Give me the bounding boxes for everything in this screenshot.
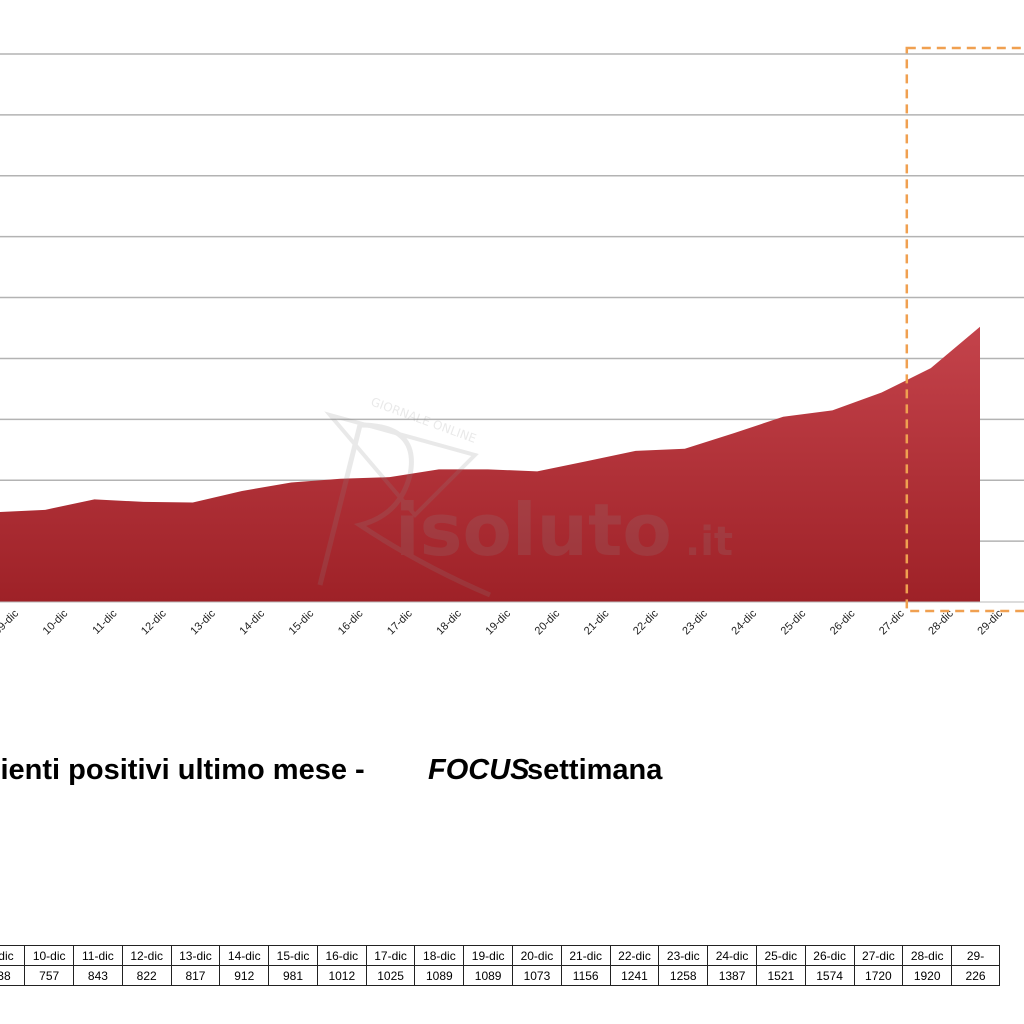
table-header-cell: 24-dic bbox=[707, 945, 757, 966]
table-header-cell: 11-dic bbox=[73, 945, 123, 966]
table-header-cell: 25-dic bbox=[755, 945, 806, 966]
table-header-row: 9-dic10-dic11-dic12-dic13-dic14-dic15-di… bbox=[0, 945, 1000, 966]
table-value-cell: 1073 bbox=[512, 965, 562, 986]
table-header-cell: 20-dic bbox=[512, 945, 562, 966]
x-tick-label: 10-dic bbox=[41, 607, 71, 637]
table-value-cell: 1156 bbox=[560, 965, 611, 986]
x-tick-label: 19-dic bbox=[483, 607, 513, 637]
table-header-cell: 18-dic bbox=[414, 945, 465, 966]
table-header-cell: 28-dic bbox=[902, 945, 953, 966]
data-table: 9-dic10-dic11-dic12-dic13-dic14-dic15-di… bbox=[0, 945, 1000, 986]
gridlines bbox=[0, 53, 1024, 542]
x-tick-label: 13-dic bbox=[188, 607, 218, 637]
x-tick-label: 18-dic bbox=[434, 607, 464, 637]
chart-title-part-3: settimana bbox=[527, 754, 663, 786]
x-tick-label: 25-dic bbox=[779, 607, 809, 637]
x-tick-label: 23-dic bbox=[680, 607, 710, 637]
table-header-cell: 14-dic bbox=[219, 945, 270, 966]
table-value-cell: 1387 bbox=[707, 965, 757, 986]
focus-highlight-box bbox=[905, 46, 1024, 613]
table-value-cell: 1521 bbox=[755, 965, 806, 986]
x-tick-label: 21-dic bbox=[582, 607, 612, 637]
x-tick-label: 09-dic bbox=[0, 607, 21, 637]
chart-area: 09-dic 10-dic 11-dic 12-dic 13-dic 14-dic 15-d… bbox=[0, 46, 1024, 637]
chart-title-part-1: zienti positivi ultimo mese - bbox=[0, 754, 365, 786]
table-value-cell: 1720 bbox=[853, 965, 904, 986]
table-header-cell: 16-dic bbox=[316, 945, 367, 966]
x-tick-label: 14-dic bbox=[237, 607, 267, 637]
table-value-cell: 1920 bbox=[902, 965, 953, 986]
chart-title: zienti positivi ultimo mese - FOCUS sett… bbox=[0, 748, 1024, 798]
x-tick-label: 22-dic bbox=[631, 607, 661, 637]
table-value-cell: 912 bbox=[219, 965, 270, 986]
table-value-row: 7387578438228179129811012102510891089107… bbox=[0, 965, 1000, 986]
table-header-cell: 15-dic bbox=[268, 945, 318, 966]
table-header-cell: 23-dic bbox=[658, 945, 709, 966]
x-tick-label: 15-dic bbox=[287, 607, 317, 637]
area-series bbox=[0, 326, 980, 602]
x-tick-label: 26-dic bbox=[828, 607, 858, 637]
table-value-cell: 817 bbox=[170, 965, 221, 986]
table-value-cell: 1089 bbox=[463, 965, 514, 986]
table-header-cell: 26-dic bbox=[804, 945, 855, 966]
x-tick-label: 12-dic bbox=[139, 607, 169, 637]
table-header-cell: 10-dic bbox=[24, 945, 75, 966]
table-value-cell: 757 bbox=[24, 965, 75, 986]
table-header-cell: 17-dic bbox=[365, 945, 416, 966]
table-header-cell: 12-dic bbox=[121, 945, 172, 966]
table-header-cell: 19-dic bbox=[463, 945, 514, 966]
table-header-cell: 29- bbox=[951, 945, 1000, 966]
x-tick-labels: 09-dic 10-dic 11-dic 12-dic 13-dic 14-dic 15-d… bbox=[0, 607, 1005, 637]
table-value-cell: 738 bbox=[0, 965, 26, 986]
x-tick-label: 20-dic bbox=[533, 607, 563, 637]
x-tick-label: 11-dic bbox=[90, 607, 119, 636]
x-tick-label: 16-dic bbox=[336, 607, 366, 637]
x-tick-label: 27-dic bbox=[877, 607, 907, 637]
table-value-cell: 1025 bbox=[365, 965, 416, 986]
table-header-cell: 22-dic bbox=[609, 945, 660, 966]
table-header-cell: 9-dic bbox=[0, 945, 26, 966]
x-tick-label: 24-dic bbox=[729, 607, 759, 637]
table-value-cell: 226 bbox=[951, 965, 1000, 986]
table-header-cell: 27-dic bbox=[853, 945, 904, 966]
chart-title-focus-word: FOCUS bbox=[428, 754, 530, 786]
table-header-cell: 21-dic bbox=[560, 945, 611, 966]
table-value-cell: 1089 bbox=[414, 965, 465, 986]
table-value-cell: 1574 bbox=[804, 965, 855, 986]
table-value-cell: 1241 bbox=[609, 965, 660, 986]
table-value-cell: 1012 bbox=[316, 965, 367, 986]
table-header-cell: 13-dic bbox=[170, 945, 221, 966]
table-value-cell: 843 bbox=[73, 965, 123, 986]
table-value-cell: 822 bbox=[121, 965, 172, 986]
table-value-cell: 981 bbox=[268, 965, 318, 986]
table-value-cell: 1258 bbox=[658, 965, 709, 986]
x-tick-label: 17-dic bbox=[385, 607, 415, 637]
